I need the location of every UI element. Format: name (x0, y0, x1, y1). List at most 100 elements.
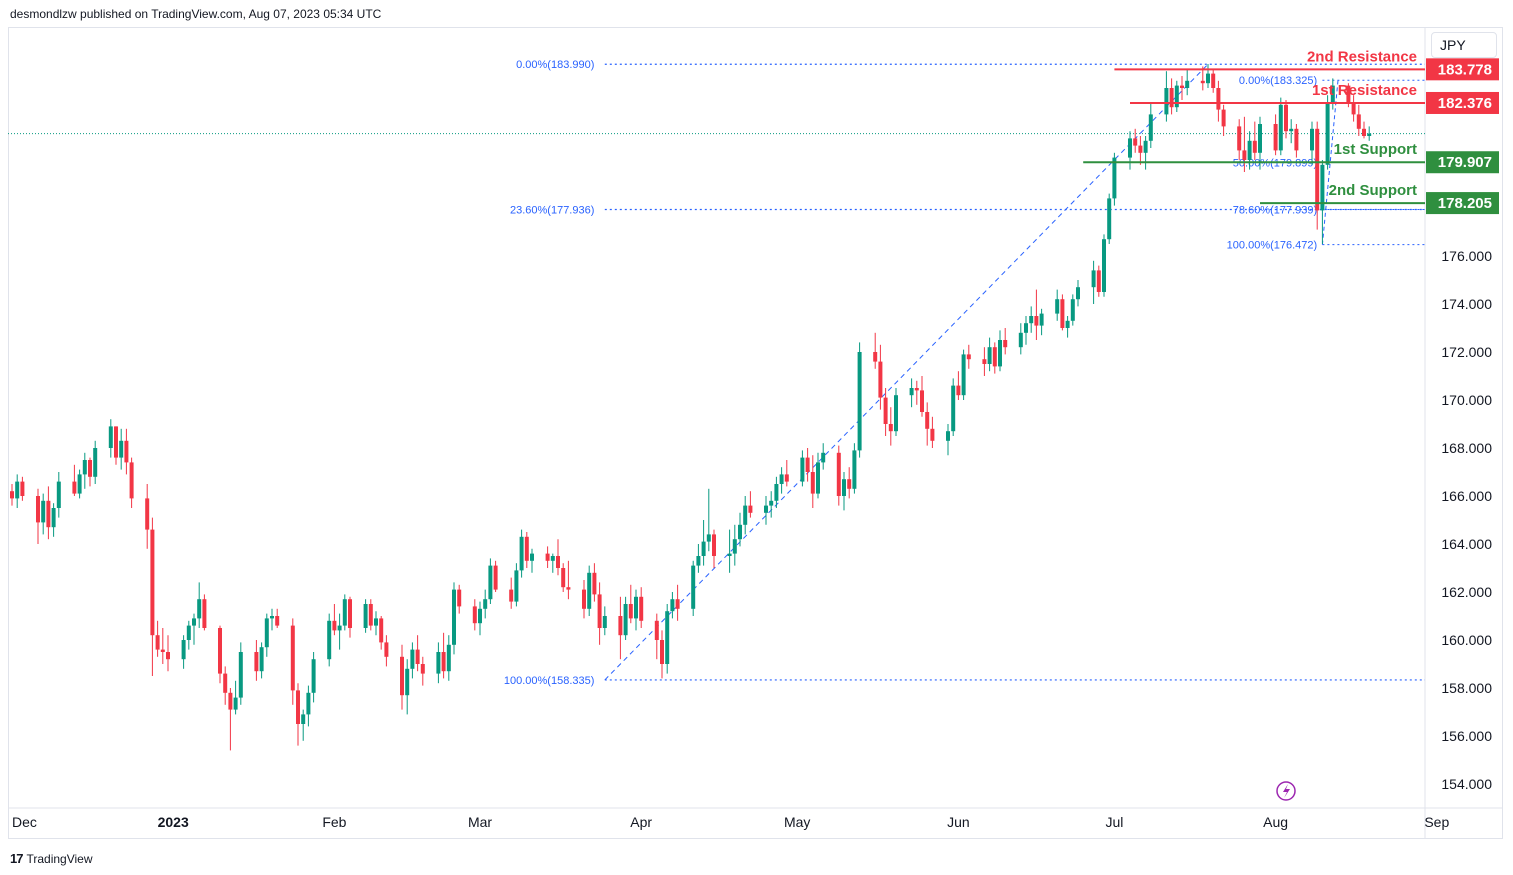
candle-body (327, 620, 332, 660)
candle-body (998, 340, 1002, 367)
y-tick-label: 176.000 (1441, 248, 1492, 264)
candle-body (706, 534, 711, 542)
candle-body (836, 452, 841, 496)
candle-body (493, 565, 498, 590)
candle-body (675, 599, 680, 609)
candle-body (909, 388, 914, 396)
candle-body (1180, 85, 1184, 88)
candle-body (10, 491, 14, 499)
candle-body (1294, 128, 1299, 151)
candle-body (634, 596, 638, 619)
candle-body (852, 450, 857, 489)
candle-body (1242, 150, 1247, 160)
candle-body (1258, 124, 1262, 153)
candle-body (1133, 138, 1138, 146)
x-tick-label: Mar (468, 814, 492, 830)
candle-body (1112, 157, 1117, 199)
candle-body (639, 596, 644, 621)
candle-body (150, 529, 155, 636)
candle-body (202, 599, 207, 628)
candle-body (1273, 124, 1278, 151)
fib-level-label: 0.00%(183.990) (516, 59, 594, 71)
candle-body (701, 541, 706, 556)
candle-body (1174, 85, 1179, 108)
candle-body (816, 462, 820, 494)
candle-body (254, 652, 259, 672)
level-name-label: 2nd Support (1329, 182, 1417, 199)
candle-body (545, 553, 550, 561)
candle-body (920, 390, 924, 412)
candle-body (452, 589, 456, 645)
x-tick-label: Sep (1424, 814, 1449, 830)
y-tick-label: 166.000 (1441, 488, 1492, 504)
candle-body (259, 647, 264, 672)
y-tick-label: 164.000 (1441, 536, 1492, 552)
y-tick-label: 168.000 (1441, 440, 1492, 456)
candle-body (233, 697, 238, 710)
candle-body (946, 431, 950, 441)
level-price-label: 178.205 (1438, 195, 1492, 212)
x-tick-label: Jul (1105, 814, 1123, 830)
candle-body (696, 556, 701, 566)
candle-body (1284, 104, 1288, 132)
candle-body (264, 618, 269, 648)
levels-layer: 2nd Resistance 183.778 1st Resistance 182.3… (1083, 48, 1499, 215)
candle-body (743, 505, 748, 525)
candle-body (810, 472, 815, 494)
candle-body (842, 479, 846, 496)
candle-body (982, 359, 987, 364)
candle-body (556, 556, 560, 568)
candle-body (592, 572, 597, 595)
footer-logo-text[interactable]: TradingView (26, 851, 93, 866)
candle-body (914, 388, 919, 391)
level-price-label: 183.778 (1438, 61, 1492, 78)
candle-body (1055, 299, 1060, 314)
candle-body (186, 625, 191, 640)
tradingview-logo-icon[interactable]: 17 (10, 851, 24, 866)
fib-trend-line (604, 63, 1209, 681)
candle-body (597, 594, 602, 628)
candle-body (379, 618, 384, 643)
currency-selector[interactable]: JPY (1431, 32, 1497, 58)
level-name-label: 1st Resistance (1312, 82, 1417, 99)
candle-body (342, 599, 347, 626)
candle-body (857, 352, 862, 451)
candle-body (1185, 80, 1190, 88)
candle-body (337, 625, 342, 631)
candle-body (301, 714, 306, 724)
candle-body (1029, 316, 1034, 324)
level-price-badge (1426, 192, 1499, 215)
candle-body (114, 426, 118, 458)
x-tick-label: Dec (12, 814, 37, 830)
candle-body (1169, 88, 1174, 108)
fib-level-label: 100.00%(158.335) (504, 675, 595, 687)
candle-body (238, 652, 243, 698)
candle-body (420, 664, 425, 674)
candle-body (847, 479, 852, 489)
candle-body (1200, 80, 1205, 84)
level-price-badge (1426, 151, 1499, 174)
candle-body (446, 644, 451, 672)
candle-body (1221, 109, 1226, 127)
y-axis: 154.000 156.000 158.000 160.000 162.000 164.0… (1441, 248, 1492, 792)
candle-body (270, 616, 274, 619)
x-tick-label: Aug (1263, 814, 1288, 830)
fib-level-label: 0.00%(183.325) (1239, 75, 1317, 87)
fib-level-label: 23.60%(177.936) (510, 205, 594, 217)
candle-body (727, 553, 732, 556)
candle-body (1325, 102, 1330, 165)
candle-body (436, 652, 441, 674)
candle-body (784, 474, 789, 482)
candle-body (218, 628, 222, 674)
candle-body (764, 505, 768, 513)
candle-body (296, 690, 300, 724)
candle-body (1138, 145, 1143, 153)
flash-icon[interactable] (1276, 781, 1296, 801)
y-tick-label: 172.000 (1441, 344, 1492, 360)
candle-body (587, 572, 592, 609)
candle-body (129, 462, 134, 499)
candle-body (192, 618, 196, 626)
candle-body (878, 361, 883, 398)
candle-body (1206, 73, 1210, 84)
